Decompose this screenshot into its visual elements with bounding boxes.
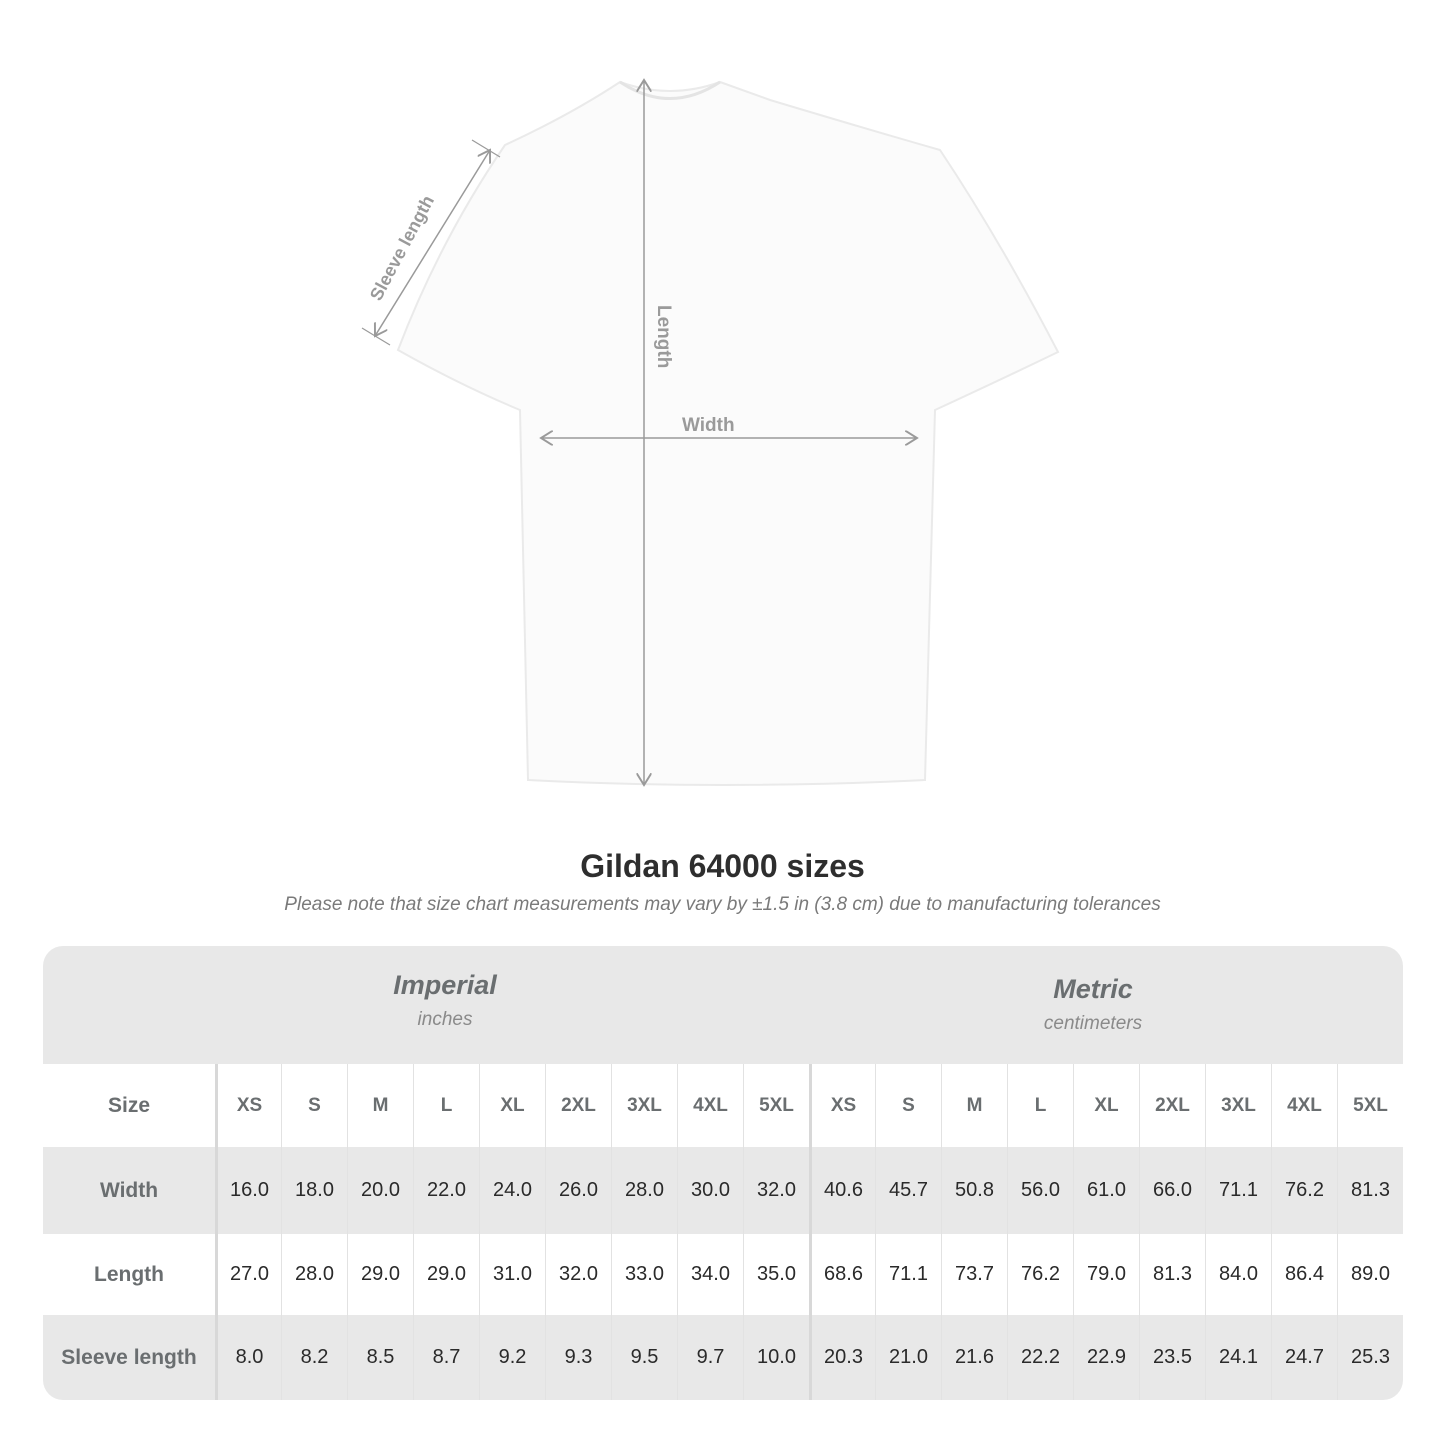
value-cell: 23.5 [1139,1315,1205,1400]
value-cell: 8.7 [413,1315,479,1400]
value-cell: 21.0 [875,1315,941,1400]
size-row: Size XS S M L XL 2XL 3XL 4XL 5XL XS S M L XL 2XL 3XL 4XL… [43,1064,1403,1147]
value-cell: 81.3 [1139,1234,1205,1315]
sleeve-arrow [375,150,490,336]
size-header-cell: 5XL [743,1064,809,1147]
size-header-cell: 2XL [1139,1064,1205,1147]
size-header-cell: S [875,1064,941,1147]
value-cell: 22.0 [413,1147,479,1234]
value-cell: 28.0 [281,1234,347,1315]
value-cell: 71.1 [875,1234,941,1315]
size-header-cell: 3XL [611,1064,677,1147]
value-cell: 30.0 [677,1147,743,1234]
value-cell: 79.0 [1073,1234,1139,1315]
table-row-length: Length 27.0 28.0 29.0 29.0 31.0 32.0 33.0 34.0 35… [43,1234,1403,1315]
metric-header: Metric centimeters [893,974,1293,1035]
value-cell: 22.9 [1073,1315,1139,1400]
value-cell: 9.5 [611,1315,677,1400]
value-cell: 84.0 [1205,1234,1271,1315]
size-header-cell: L [1007,1064,1073,1147]
value-cell: 8.2 [281,1315,347,1400]
table-row-sleeve-length: Sleeve length 8.0 8.2 8.5 8.7 9.2 9.3 9.5 9.7 10.… [43,1315,1403,1400]
imperial-unit: inches [417,1009,473,1030]
imperial-header: Imperial inches [245,970,645,1031]
value-cell: 40.6 [809,1147,875,1234]
imperial-title: Imperial [393,970,497,1000]
value-cell: 21.6 [941,1315,1007,1400]
size-table: Imperial inches Metric centimeters Size … [43,946,1403,1400]
size-header-cell: 3XL [1205,1064,1271,1147]
size-header-cell: M [347,1064,413,1147]
size-header-cell: 4XL [677,1064,743,1147]
value-cell: 76.2 [1271,1147,1337,1234]
tshirt-diagram: Sleeve length Length Width [361,0,1060,820]
value-cell: 45.7 [875,1147,941,1234]
width-label: Width [682,415,735,436]
value-cell: 32.0 [545,1234,611,1315]
tolerance-note: Please note that size chart measurements… [284,894,1161,915]
value-cell: 73.7 [941,1234,1007,1315]
value-cell: 9.2 [479,1315,545,1400]
value-cell: 66.0 [1139,1147,1205,1234]
size-header-cell: S [281,1064,347,1147]
row-label: Width [99,1178,159,1202]
value-cell: 9.7 [677,1315,743,1400]
value-cell: 76.2 [1007,1234,1073,1315]
value-cell: 34.0 [677,1234,743,1315]
value-cell: 31.0 [479,1234,545,1315]
row-label: Sleeve length [61,1345,197,1369]
value-cell: 24.0 [479,1147,545,1234]
value-cell: 22.2 [1007,1315,1073,1400]
value-cell: 29.0 [413,1234,479,1315]
value-cell: 81.3 [1337,1147,1403,1234]
value-cell: 50.8 [941,1147,1007,1234]
value-cell: 89.0 [1337,1234,1403,1315]
size-header-cell: XL [1073,1064,1139,1147]
size-header-cell: XS [809,1064,875,1147]
value-cell: 56.0 [1007,1147,1073,1234]
size-header-cell: 4XL [1271,1064,1337,1147]
value-cell: 20.3 [809,1315,875,1400]
value-cell: 24.1 [1205,1315,1271,1400]
value-cell: 25.3 [1337,1315,1403,1400]
units-header: Imperial inches Metric centimeters [43,946,1403,1064]
size-header-cell: 5XL [1337,1064,1403,1147]
metric-title: Metric [1053,974,1133,1004]
page-title: Gildan 64000 sizes [580,848,865,884]
size-header-cell: M [941,1064,1007,1147]
value-cell: 18.0 [281,1147,347,1234]
value-cell: 26.0 [545,1147,611,1234]
value-cell: 27.0 [215,1234,281,1315]
value-cell: 32.0 [743,1147,809,1234]
row-label: Length [94,1262,164,1286]
size-header-cell: L [413,1064,479,1147]
length-label: Length [653,305,674,368]
table-row-width: Width 16.0 18.0 20.0 22.0 24.0 26.0 28.0 30.0 32.… [43,1147,1403,1234]
value-cell: 8.0 [215,1315,281,1400]
value-cell: 28.0 [611,1147,677,1234]
value-cell: 10.0 [743,1315,809,1400]
size-label: Size [107,1093,151,1117]
value-cell: 71.1 [1205,1147,1271,1234]
size-header-cell: 2XL [545,1064,611,1147]
value-cell: 9.3 [545,1315,611,1400]
value-cell: 16.0 [215,1147,281,1234]
value-cell: 8.5 [347,1315,413,1400]
value-cell: 86.4 [1271,1234,1337,1315]
size-header-cell: XL [479,1064,545,1147]
value-cell: 35.0 [743,1234,809,1315]
value-cell: 68.6 [809,1234,875,1315]
value-cell: 33.0 [611,1234,677,1315]
value-cell: 61.0 [1073,1147,1139,1234]
value-cell: 24.7 [1271,1315,1337,1400]
value-cell: 20.0 [347,1147,413,1234]
value-cell: 29.0 [347,1234,413,1315]
size-header-cell: XS [215,1064,281,1147]
metric-unit: centimeters [1043,1013,1143,1034]
